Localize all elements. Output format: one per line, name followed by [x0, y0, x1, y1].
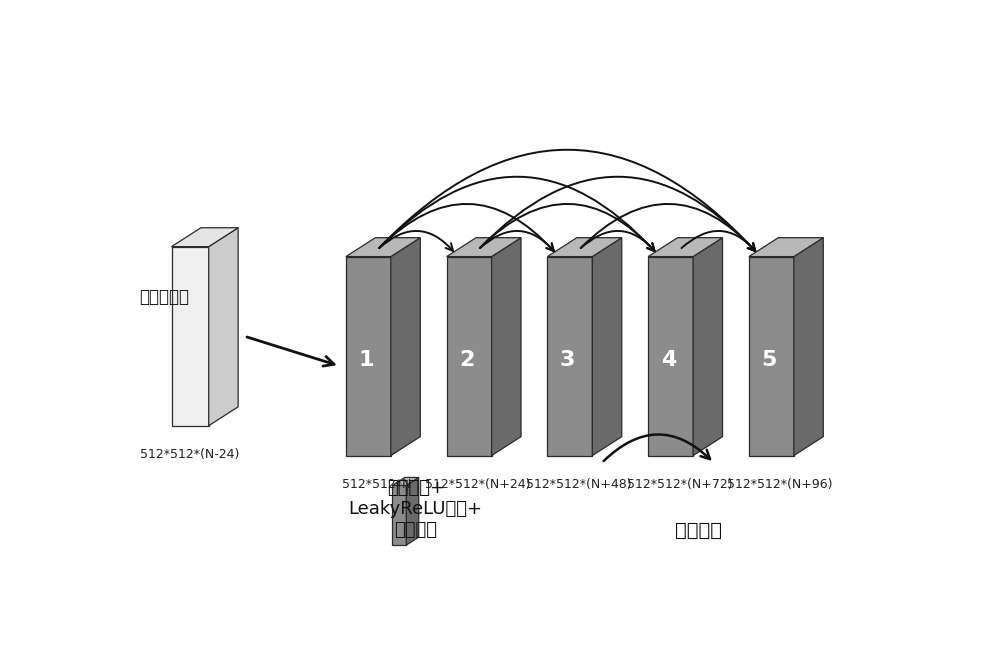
Text: 512*512*(N+24): 512*512*(N+24)	[425, 478, 531, 491]
FancyArrowPatch shape	[681, 231, 755, 251]
FancyArrowPatch shape	[480, 204, 654, 251]
Polygon shape	[406, 477, 419, 545]
FancyArrowPatch shape	[581, 204, 755, 251]
Polygon shape	[648, 238, 723, 256]
Text: 批标准化: 批标准化	[394, 521, 437, 539]
FancyArrowPatch shape	[379, 150, 755, 251]
Polygon shape	[172, 228, 238, 247]
Text: 4: 4	[661, 350, 676, 370]
Polygon shape	[392, 477, 419, 485]
Text: 512*512*(N+72): 512*512*(N+72)	[627, 478, 732, 491]
Polygon shape	[749, 256, 794, 455]
Polygon shape	[392, 485, 406, 545]
Polygon shape	[492, 238, 521, 455]
Text: 1: 1	[358, 350, 374, 370]
Polygon shape	[447, 256, 492, 455]
Text: 膨胀卷积+: 膨胀卷积+	[387, 479, 445, 497]
Text: 512*512*(N-24): 512*512*(N-24)	[140, 448, 240, 461]
Text: 5: 5	[761, 350, 777, 370]
Text: 512*512*N: 512*512*N	[342, 478, 412, 491]
FancyArrowPatch shape	[379, 177, 654, 251]
FancyArrowPatch shape	[604, 434, 710, 461]
Polygon shape	[391, 238, 420, 455]
Polygon shape	[794, 238, 823, 455]
Text: LeakyReLU激活+: LeakyReLU激活+	[349, 500, 483, 518]
Text: 拼接操作: 拼接操作	[675, 521, 722, 539]
Text: 3: 3	[560, 350, 575, 370]
Text: 输入特征图: 输入特征图	[139, 287, 189, 306]
Text: 512*512*(N+96): 512*512*(N+96)	[727, 478, 833, 491]
Polygon shape	[346, 256, 391, 455]
Polygon shape	[749, 238, 823, 256]
Polygon shape	[547, 256, 592, 455]
Polygon shape	[547, 238, 622, 256]
Polygon shape	[209, 228, 238, 426]
Polygon shape	[346, 238, 420, 256]
Polygon shape	[693, 238, 723, 455]
FancyArrowPatch shape	[379, 231, 453, 251]
Text: 512*512*(N+48): 512*512*(N+48)	[526, 478, 631, 491]
FancyArrowPatch shape	[480, 177, 755, 251]
Polygon shape	[447, 238, 521, 256]
Text: 2: 2	[459, 350, 475, 370]
FancyArrowPatch shape	[379, 204, 554, 251]
FancyArrowPatch shape	[581, 231, 655, 251]
FancyArrowPatch shape	[480, 231, 554, 251]
Polygon shape	[172, 247, 209, 426]
Polygon shape	[592, 238, 622, 455]
Polygon shape	[648, 256, 693, 455]
